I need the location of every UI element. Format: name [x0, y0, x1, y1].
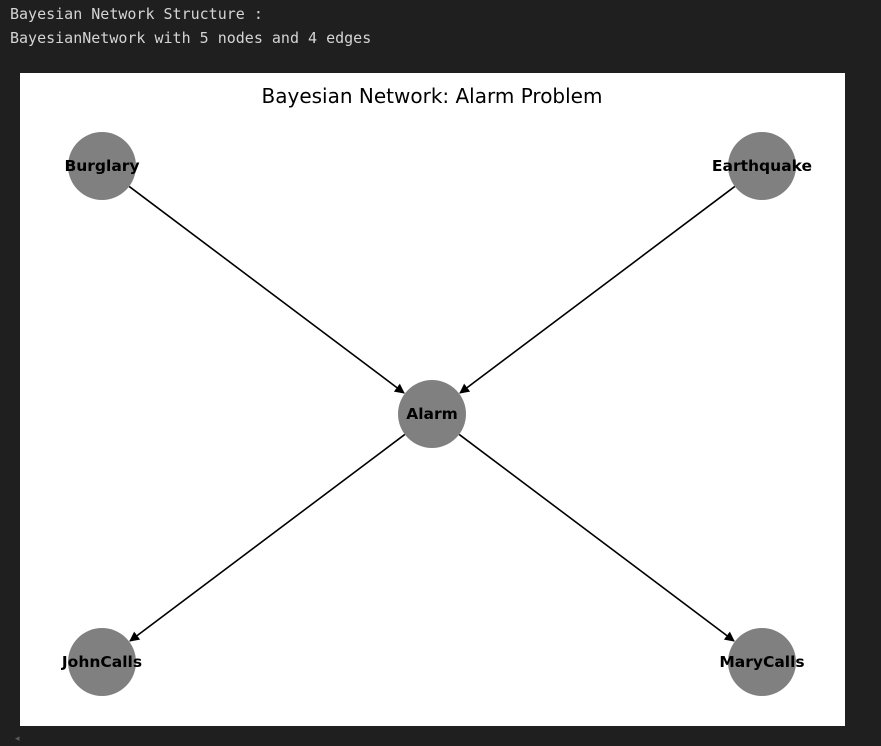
- node-marycalls: [728, 628, 796, 696]
- edge-earthquake-alarm: [459, 185, 736, 394]
- nodes-layer: Burglary Earthquake Alarm JohnCalls MaryCall…: [61, 132, 812, 696]
- edge-alarm-johncalls: [129, 433, 406, 642]
- console-output-line: Bayesian Network Structure :: [10, 5, 263, 23]
- node-burglary: [68, 132, 136, 200]
- network-figure: Bayesian Network: Alarm Problem Burglary…: [20, 73, 845, 726]
- scroll-left-icon[interactable]: ◂: [15, 734, 20, 744]
- node-label-earthquake: Earthquake: [712, 157, 812, 175]
- network-graph: Bayesian Network: Alarm Problem Burglary…: [61, 84, 812, 696]
- node-label-alarm: Alarm: [406, 405, 458, 423]
- node-johncalls: [68, 628, 136, 696]
- console-output-line: BayesianNetwork with 5 nodes and 4 edges: [10, 29, 372, 47]
- edge-alarm-marycalls: [458, 433, 735, 642]
- node-alarm: [398, 380, 466, 448]
- node-earthquake: [728, 132, 796, 200]
- node-label-marycalls: MaryCalls: [719, 653, 804, 671]
- edges-layer: [128, 185, 736, 642]
- edge-burglary-alarm: [128, 185, 405, 394]
- figure-title: Bayesian Network: Alarm Problem: [262, 84, 603, 108]
- node-label-burglary: Burglary: [64, 157, 139, 175]
- node-label-johncalls: JohnCalls: [61, 653, 142, 671]
